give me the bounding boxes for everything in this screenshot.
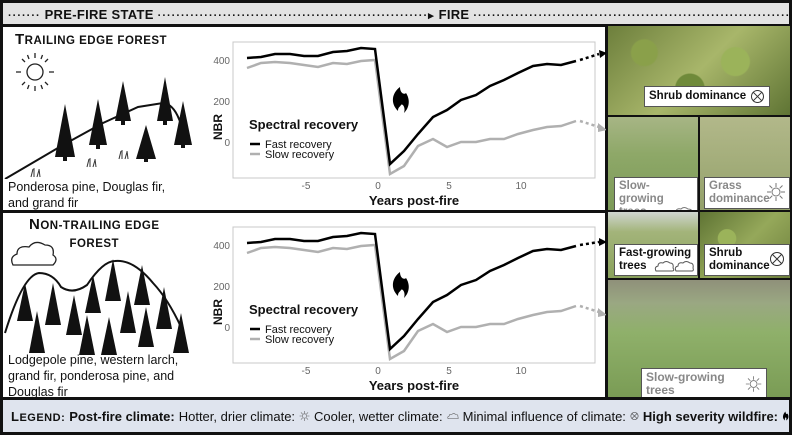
legend-title: LEGEND: — [11, 408, 66, 424]
x-tick: 5 — [446, 366, 452, 377]
cloud-icon — [11, 241, 57, 266]
svg-text:0: 0 — [375, 181, 381, 192]
stage-fire: FIRE — [438, 7, 470, 22]
slow-arrow — [579, 304, 607, 317]
fire-icon — [392, 272, 409, 298]
nbr-chart-non-trailing: NBR 400 200 0 -5 0 5 10 Years post-fire … — [211, 226, 607, 393]
tree-icons — [55, 77, 192, 162]
photo-shrub-dominance-non-trailing: Shrub dominance — [698, 210, 792, 280]
legend-wildfire: High severity wildfire: — [642, 408, 778, 424]
crossed-circle-icon — [630, 412, 639, 420]
chart-legend: Spectral recovery Fast recovery Slow rec… — [249, 117, 359, 161]
photo-shrub-dominance-trailing: Shrub dominance — [606, 24, 792, 117]
x-tick: 10 — [515, 366, 527, 377]
fire-icon — [392, 87, 409, 113]
fast-recovery-line — [246, 46, 577, 167]
y-axis-label: NBR — [211, 299, 225, 325]
y-tick: 0 — [224, 323, 230, 334]
x-tick: -5 — [302, 181, 311, 192]
photo-fast-growing-trees-non-trailing: Fast-growing trees — [606, 210, 700, 280]
x-tick: -5 — [302, 366, 311, 377]
cloud-icon — [447, 413, 459, 419]
fast-arrow — [579, 50, 607, 62]
svg-text:Fast recovery: Fast recovery — [265, 324, 332, 336]
chart-legend: Spectral recovery Fast recovery Slow rec… — [249, 302, 359, 346]
svg-text:0: 0 — [375, 366, 381, 377]
caption-fast-growing-trees: Fast-growing trees — [614, 244, 698, 276]
caption-shrub-dominance: Shrub dominance — [644, 86, 771, 107]
stage-pre-fire: ······· PRE-FIRE STATE ·················… — [8, 7, 792, 22]
species-list-non-trailing: Lodgepole pine, western larch, grand fir… — [8, 353, 179, 399]
legend-hotter: Hotter, drier climate: — [178, 408, 296, 424]
slow-recovery-line — [246, 243, 577, 362]
x-axis-label: Years post-fire — [369, 193, 459, 208]
y-tick: 400 — [213, 241, 230, 252]
y-tick: 200 — [213, 97, 230, 108]
region-title-non-trailing: NON-TRAILING EDGE FOREST — [29, 216, 160, 250]
slow-recovery-line — [246, 58, 577, 177]
trailing-edge-illustration — [4, 53, 192, 179]
sun-icon — [16, 53, 54, 91]
crossed-circle-icon — [770, 252, 784, 266]
x-axis-label: Years post-fire — [369, 378, 459, 393]
y-tick: 0 — [224, 138, 230, 149]
sun-icon — [745, 376, 762, 392]
svg-text:Spectral recovery: Spectral recovery — [249, 302, 359, 317]
fast-recovery-line — [246, 231, 577, 352]
sun-icon — [299, 411, 310, 421]
crossed-circle-icon — [751, 90, 765, 103]
legend-cooler: Cooler, wetter climate: — [314, 408, 443, 424]
legend-bar: LEGEND: Post-fire climate: Hotter, drier… — [0, 397, 792, 435]
svg-text:Spectral recovery: Spectral recovery — [249, 117, 359, 132]
fire-icon — [782, 411, 789, 421]
non-trailing-edge-illustration — [4, 241, 189, 355]
caption-shrub-dominance: Shrub dominance — [704, 244, 790, 276]
slow-arrow — [579, 119, 607, 132]
photo-slow-growing-trees-non-trailing: Slow-growing trees — [606, 278, 792, 399]
x-tick: 10 — [515, 181, 527, 192]
two-clouds-icon — [654, 261, 694, 272]
trailing-edge-section: TRAILING EDGE FOREST Ponderosa pine, Dou… — [0, 24, 608, 213]
grass-icons — [30, 150, 129, 178]
tree-icons — [17, 259, 189, 355]
legend-post-fire-climate: Post-fire climate: — [69, 408, 175, 424]
y-tick: 400 — [213, 56, 230, 67]
y-tick: 200 — [213, 282, 230, 293]
nbr-chart-trailing: NBR 400 200 0 -5 0 5 10 Years post-fire … — [211, 41, 607, 208]
region-title-trailing: TRAILING EDGE FOREST — [15, 31, 168, 48]
sun-icon — [767, 183, 785, 201]
species-list-trailing: Ponderosa pine, Douglas fir, and grand f… — [8, 180, 166, 210]
non-trailing-edge-section: NON-TRAILING EDGE FOREST Lodgepole pine,… — [0, 210, 608, 400]
stage-header: ······· PRE-FIRE STATE ·················… — [0, 0, 792, 27]
svg-text:Slow recovery: Slow recovery — [265, 149, 335, 161]
svg-text:Slow recovery: Slow recovery — [265, 334, 335, 346]
cloud-icon — [675, 207, 692, 210]
caption-slow-growing-trees: Slow-growing trees — [614, 177, 698, 210]
photo-slow-growing-trees-trailing: Slow-growing trees — [606, 115, 700, 212]
fast-arrow — [579, 238, 607, 247]
photo-grass-dominance-trailing: Grass dominance — [698, 115, 792, 212]
caption-grass-dominance: Grass dominance — [704, 177, 790, 209]
caption-slow-growing-trees: Slow-growing trees — [641, 368, 767, 397]
svg-text:Fast recovery: Fast recovery — [265, 139, 332, 151]
legend-minimal: Minimal influence of climate: — [462, 408, 626, 424]
x-tick: 5 — [446, 181, 452, 192]
y-axis-label: NBR — [211, 114, 225, 140]
